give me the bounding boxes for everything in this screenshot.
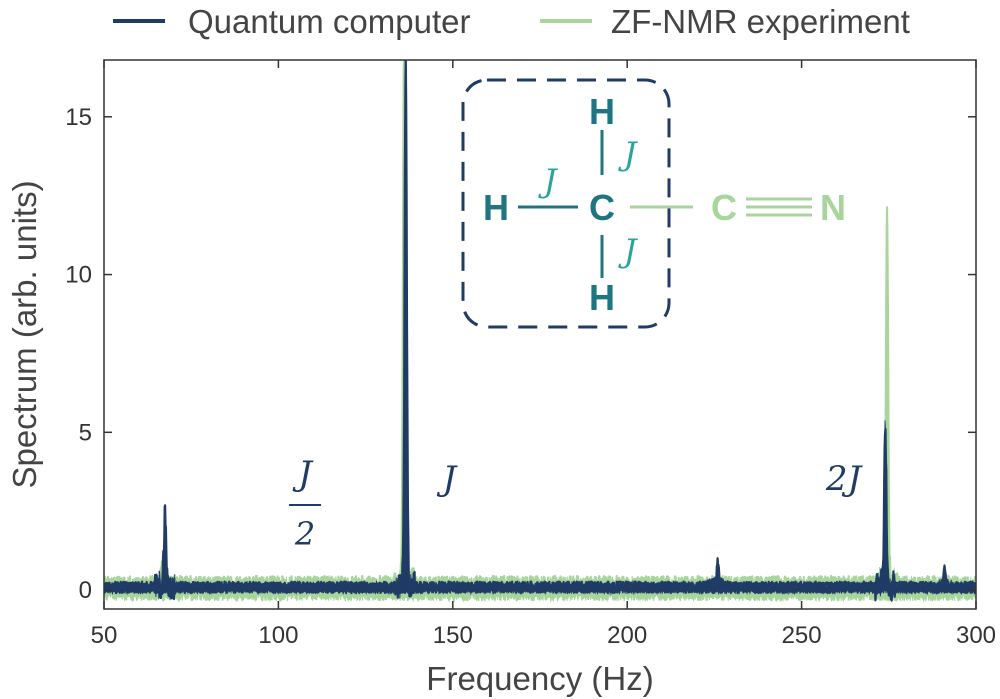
y-axis-label: Spectrum (arb. units) xyxy=(6,180,43,488)
x-axis-label: Frequency (Hz) xyxy=(426,660,653,697)
series-quantum-computer-line xyxy=(104,60,976,602)
series-zf-nmr-experiment xyxy=(104,67,976,603)
y-tick-label: 0 xyxy=(79,577,92,604)
annotation-half-j-numerator: J xyxy=(292,454,314,494)
atom-h-bottom: H xyxy=(589,277,615,318)
x-tick-label: 300 xyxy=(956,622,996,649)
axes: 50 100 150 200 250 300 0 5 10 15 Frequency (Hz) Spe… xyxy=(6,59,996,697)
x-tick-label: 200 xyxy=(607,622,647,649)
annotation-half-j-denominator: 2 xyxy=(294,515,315,553)
coupling-j-left: J xyxy=(538,162,559,200)
x-tick-label: 50 xyxy=(91,622,118,649)
inset-dashed-box xyxy=(461,78,671,329)
plot-frame xyxy=(103,59,977,610)
coupling-j-top: J xyxy=(618,135,639,173)
series-quantum-computer xyxy=(104,61,976,600)
x-tick-label: 250 xyxy=(782,622,822,649)
atom-n-right: N xyxy=(820,187,846,228)
peak-annotations: J2J 2J xyxy=(289,454,863,553)
legend-label-quantum: Quantum computer xyxy=(188,3,470,40)
molecule-inset: H H C H C N J J J xyxy=(461,78,846,329)
y-tick-label: 5 xyxy=(79,419,92,446)
legend-label-experiment: ZF-NMR experiment xyxy=(611,3,910,40)
plot-area xyxy=(104,60,976,603)
coupling-j-bottom: J xyxy=(618,232,639,270)
y-tick-label: 10 xyxy=(65,262,92,289)
legend: Quantum computer ZF-NMR experiment xyxy=(113,3,910,40)
atom-h-top: H xyxy=(589,91,615,132)
atom-c-center: C xyxy=(589,187,615,228)
atom-c-right: C xyxy=(711,187,737,228)
annotation-j: J xyxy=(436,459,458,499)
x-tick-label: 150 xyxy=(433,622,473,649)
y-tick-label: 15 xyxy=(65,104,92,131)
series-zf-nmr-experiment-line xyxy=(104,60,976,601)
x-tick-label: 100 xyxy=(258,622,298,649)
annotation-2j: 2J xyxy=(825,459,864,499)
atom-h-left: H xyxy=(483,187,509,228)
